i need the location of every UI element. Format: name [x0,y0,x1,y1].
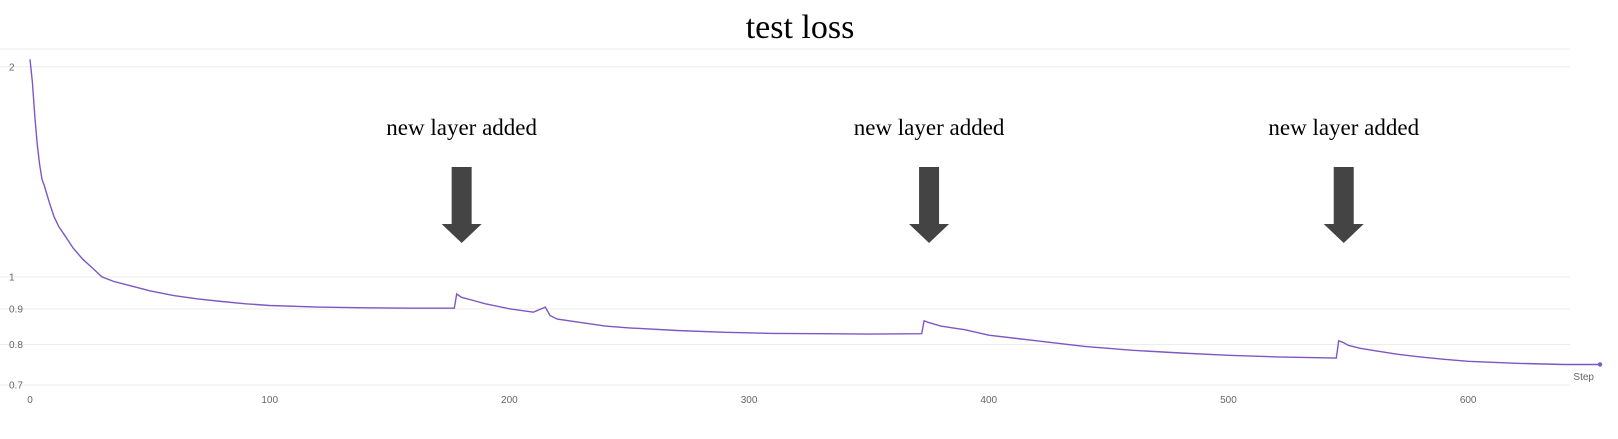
annotation-label: new layer added [386,115,537,140]
chart-title: test loss [746,9,855,46]
annotation-group: new layer added [386,115,538,243]
annotation-group: new layer added [1268,115,1420,243]
x-axis-ticks: 0 100 200 300 400 500 600 [27,395,1477,406]
x-tick-label: 300 [741,395,758,406]
x-tick-label: 0 [27,395,33,406]
annotation-group: new layer added [854,115,1005,243]
annotation-label: new layer added [1268,115,1419,140]
down-arrow-icon [909,167,950,243]
series-end-marker [1597,362,1603,367]
y-tick-label: 2 [9,62,15,73]
y-tick-label: 0.9 [9,304,23,315]
y-tick-label: 0.8 [9,340,23,351]
annotation-label: new layer added [854,115,1005,140]
y-tick-label: 1 [9,272,15,283]
annotations: new layer added new layer added new layer … [386,115,1420,243]
loss-series-line [29,59,1600,366]
x-tick-label: 400 [980,395,997,406]
x-tick-label: 600 [1460,395,1477,406]
x-tick-label: 100 [261,395,278,406]
down-arrow-icon [441,167,482,243]
x-tick-label: 200 [501,395,518,406]
y-tick-label: 0.7 [9,381,23,392]
y-axis-ticks: 0.7 0.8 0.9 1 2 [9,62,23,391]
grid-lines [0,66,1570,386]
down-arrow-icon [1323,167,1364,243]
x-tick-label: 500 [1220,395,1237,406]
x-axis-label: Step [1573,372,1594,383]
